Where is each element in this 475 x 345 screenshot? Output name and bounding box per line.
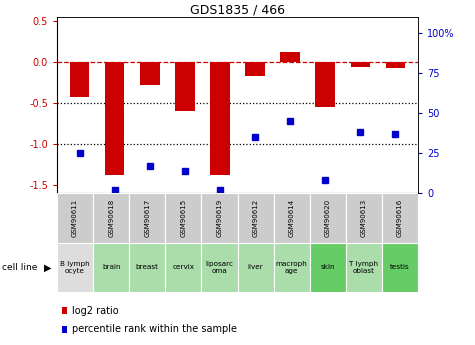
Text: GSM90616: GSM90616: [397, 199, 403, 237]
Bar: [175, 62, 195, 111]
Text: GSM90615: GSM90615: [180, 199, 186, 237]
Text: macroph
age: macroph age: [276, 261, 307, 274]
Text: GSM90611: GSM90611: [72, 199, 78, 237]
Bar: [140, 62, 160, 85]
Text: percentile rank within the sample: percentile rank within the sample: [72, 325, 237, 334]
Title: GDS1835 / 466: GDS1835 / 466: [190, 3, 285, 16]
Bar: [382, 243, 418, 292]
Bar: [346, 193, 382, 243]
Bar: [310, 243, 346, 292]
Bar: [382, 193, 418, 243]
Text: B lymph
ocyte: B lymph ocyte: [60, 261, 90, 274]
Bar: [210, 62, 229, 175]
Text: GSM90619: GSM90619: [217, 199, 222, 237]
Bar: [129, 243, 165, 292]
Text: GSM90617: GSM90617: [144, 199, 150, 237]
Text: GSM90618: GSM90618: [108, 199, 114, 237]
Bar: [165, 243, 201, 292]
Bar: [315, 62, 335, 107]
Text: GSM90620: GSM90620: [325, 199, 331, 237]
Text: brain: brain: [102, 264, 120, 270]
Bar: [346, 243, 382, 292]
Text: testis: testis: [390, 264, 410, 270]
Text: liposarc
oma: liposarc oma: [206, 261, 233, 274]
Text: T lymph
oblast: T lymph oblast: [349, 261, 379, 274]
Text: ▶: ▶: [44, 263, 52, 272]
Text: cervix: cervix: [172, 264, 194, 270]
Bar: [238, 193, 274, 243]
Bar: [274, 193, 310, 243]
Text: liver: liver: [247, 264, 264, 270]
Bar: [238, 243, 274, 292]
Bar: [93, 243, 129, 292]
Bar: [310, 193, 346, 243]
Bar: [57, 243, 93, 292]
Bar: [386, 62, 405, 68]
Text: GSM90613: GSM90613: [361, 199, 367, 237]
Bar: [165, 193, 201, 243]
Bar: [105, 62, 124, 175]
Bar: [93, 193, 129, 243]
Bar: [351, 62, 370, 67]
Text: GSM90614: GSM90614: [289, 199, 294, 237]
Bar: [201, 243, 238, 292]
Text: skin: skin: [321, 264, 335, 270]
Bar: [129, 193, 165, 243]
Text: log2 ratio: log2 ratio: [72, 306, 118, 315]
Bar: [246, 62, 265, 76]
Bar: [280, 52, 300, 62]
Bar: [70, 62, 89, 97]
Text: GSM90612: GSM90612: [253, 199, 258, 237]
Bar: [274, 243, 310, 292]
Text: breast: breast: [136, 264, 159, 270]
Text: cell line: cell line: [2, 263, 38, 272]
Bar: [57, 193, 93, 243]
Bar: [201, 193, 238, 243]
